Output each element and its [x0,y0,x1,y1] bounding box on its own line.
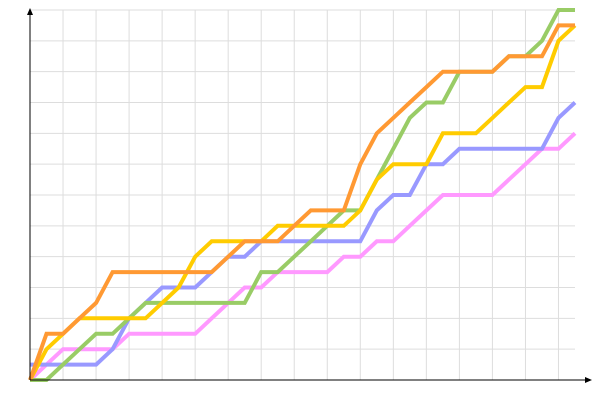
series-line-1 [30,101,577,367]
series-line-0 [28,131,577,382]
x-axis-arrow-icon [585,377,592,383]
series-line-4 [28,23,575,381]
series-line-3 [28,23,577,381]
axes [27,8,592,383]
y-axis-arrow-icon [27,8,33,15]
series-layer [28,8,577,382]
